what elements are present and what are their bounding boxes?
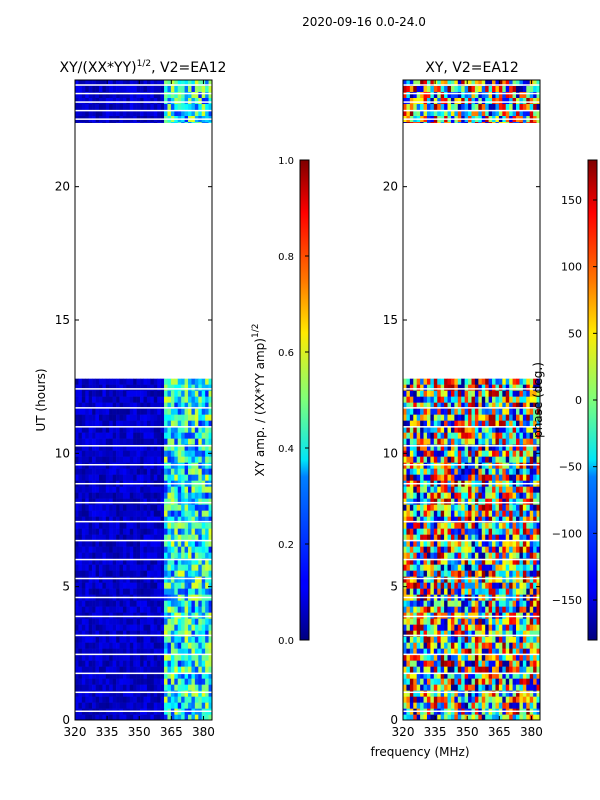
colorbar-tick-label: 1.0 [278, 156, 294, 167]
phase-colorbar-label: phase (deg.) [531, 362, 545, 438]
colorbar-tick-label: −50 [559, 461, 582, 474]
y-tick-label: 20 [55, 180, 70, 194]
x-tick-label: 320 [64, 725, 87, 739]
y-tick-label: 10 [383, 446, 398, 460]
phase-colorbar: −150 −100 −50 0 50 100 150 phase (deg.) [531, 159, 598, 641]
colorbar-tick-label: 0 [575, 394, 582, 407]
amplitude-panel: XY/(XX*YY)1/2, V2=EA12 320 335 350 365 380 0 5… [34, 59, 226, 739]
heatmap-segment [403, 80, 541, 123]
colorbar-tick-label: 0.6 [278, 348, 294, 359]
phase-colorbar-ticks: −150 −100 −50 0 50 100 150 [552, 194, 597, 607]
y-tick-label: 20 [383, 180, 398, 194]
amplitude-heatmap [75, 80, 213, 721]
x-tick-label: 335 [96, 725, 119, 739]
colorbar-tick-label: 0.0 [278, 636, 294, 647]
amplitude-plot-frame [74, 79, 213, 721]
heatmap-segment [75, 378, 213, 721]
y-tick-label: 10 [55, 446, 70, 460]
x-tick-label: 380 [192, 725, 215, 739]
phase-plot-frame [402, 79, 541, 721]
phase-axis-ticks: 320 335 350 365 380 0 5 10 15 20 [383, 80, 543, 739]
y-tick-label: 5 [62, 580, 70, 594]
x-tick-label: 380 [520, 725, 543, 739]
shared-xlabel: frequency (MHz) [370, 745, 469, 759]
x-tick-label: 350 [456, 725, 479, 739]
figure-suptitle: 2020-09-16 0.0-24.0 [302, 15, 426, 29]
colorbar-tick-label: 0.4 [278, 444, 294, 455]
colorbar-tick-label: 0.2 [278, 540, 294, 551]
amplitude-colorbar: 0.0 0.2 0.4 0.6 0.8 1.0 XY amp. / (XX*YY amp)… [251, 156, 310, 647]
phase-heatmap [403, 80, 541, 721]
colorbar-tick-label: 100 [561, 261, 582, 274]
x-tick-label: 350 [128, 725, 151, 739]
y-tick-label: 0 [62, 713, 70, 727]
colorbar-tick-label: −100 [552, 527, 582, 540]
x-tick-label: 320 [392, 725, 415, 739]
amplitude-title: XY/(XX*YY)1/2, V2=EA12 [60, 59, 227, 76]
y-tick-label: 5 [390, 580, 398, 594]
amplitude-ylabel: UT (hours) [34, 368, 48, 431]
x-tick-label: 365 [488, 725, 511, 739]
colorbar-tick-label: 150 [561, 194, 582, 207]
amplitude-colorbar-label: XY amp. / (XX*YY amp)1/2 [251, 324, 267, 477]
heatmap-segment [75, 80, 213, 123]
y-tick-label: 15 [55, 313, 70, 327]
colorbar-tick-label: −150 [552, 594, 582, 607]
phase-title: XY, V2=EA12 [425, 60, 519, 76]
phase-panel: XY, V2=EA12 320 335 350 365 380 0 5 10 15 20 [383, 60, 543, 739]
colorbar-tick-label: 50 [568, 327, 582, 340]
y-tick-label: 15 [383, 313, 398, 327]
amplitude-colorbar-ticks: 0.0 0.2 0.4 0.6 0.8 1.0 [278, 156, 309, 647]
x-tick-label: 365 [160, 725, 183, 739]
amplitude-colorbar-gradient [299, 159, 310, 641]
colorbar-tick-label: 0.8 [278, 252, 294, 263]
amplitude-axis-ticks: 320 335 350 365 380 0 5 10 15 20 [55, 80, 215, 739]
x-tick-label: 335 [424, 725, 447, 739]
heatmap-segment [403, 378, 541, 721]
y-tick-label: 0 [390, 713, 398, 727]
